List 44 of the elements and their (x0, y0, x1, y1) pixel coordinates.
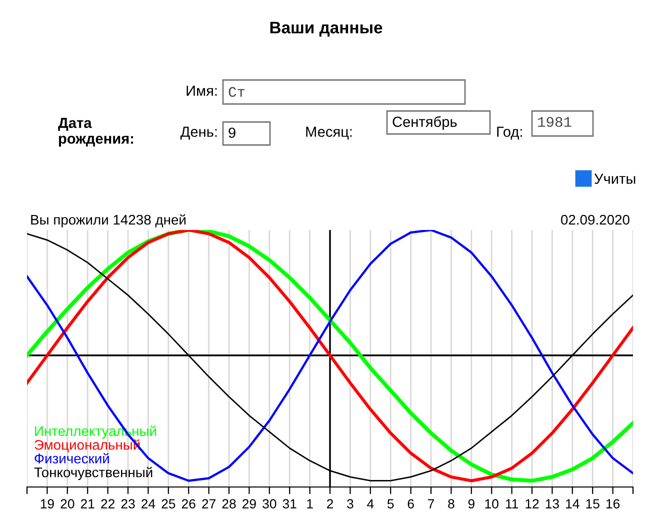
x-tick-label: 24 (142, 499, 156, 508)
x-tick-label: 9 (468, 499, 474, 508)
text: Вы прожили 14238 дней (31, 214, 186, 228)
x-tick-label: 12 (526, 499, 539, 508)
series-label: Физический (34, 452, 109, 464)
x-tick-label: 10 (485, 499, 498, 508)
text: 9 (228, 128, 236, 138)
x-tick-label: 8 (448, 499, 454, 508)
text: Учиты (594, 174, 636, 184)
text: Сентябрь (392, 116, 457, 130)
x-tick-label: 4 (367, 499, 374, 508)
x-tick-label: 22 (101, 499, 114, 508)
x-tick-label: 7 (428, 499, 434, 508)
text: Имя: (186, 86, 217, 96)
text: Год: (497, 126, 522, 140)
text: Ст (228, 87, 245, 97)
text: Тонкочувственный (34, 466, 152, 480)
x-tick-label: 14 (566, 499, 580, 508)
text: 1981 (538, 117, 572, 127)
x-tick-label: 16 (606, 499, 620, 508)
x-tick-label: 26 (182, 499, 196, 508)
chart-title: Ваши данные (270, 22, 382, 37)
x-tick-label: 13 (546, 499, 559, 508)
x-tick-label: 2 (326, 499, 334, 508)
x-tick-label: 29 (242, 499, 256, 508)
x-tick-label: 25 (162, 499, 176, 508)
x-tick-label: 27 (202, 499, 216, 508)
x-tick-label: 21 (80, 499, 94, 508)
x-tick-label: 5 (387, 499, 394, 508)
x-tick-label: 20 (60, 499, 74, 508)
x-tick-label: 3 (347, 499, 354, 508)
text: День: (180, 126, 217, 140)
text: Дата рождения: (58, 118, 134, 147)
x-tick-label: 1 (307, 499, 313, 508)
x-tick-label: 15 (586, 499, 600, 508)
text: Месяц: (306, 126, 352, 140)
x-tick-label: 11 (506, 499, 518, 508)
x-tick-label: 28 (222, 499, 236, 508)
x-tick-label: 31 (282, 499, 296, 508)
x-tick-label: 30 (262, 499, 276, 508)
x-tick-label: 6 (408, 499, 414, 508)
x-tick-label: 19 (40, 499, 54, 508)
x-tick-label: 23 (121, 499, 135, 508)
text: 02.09.2020 (561, 214, 630, 225)
